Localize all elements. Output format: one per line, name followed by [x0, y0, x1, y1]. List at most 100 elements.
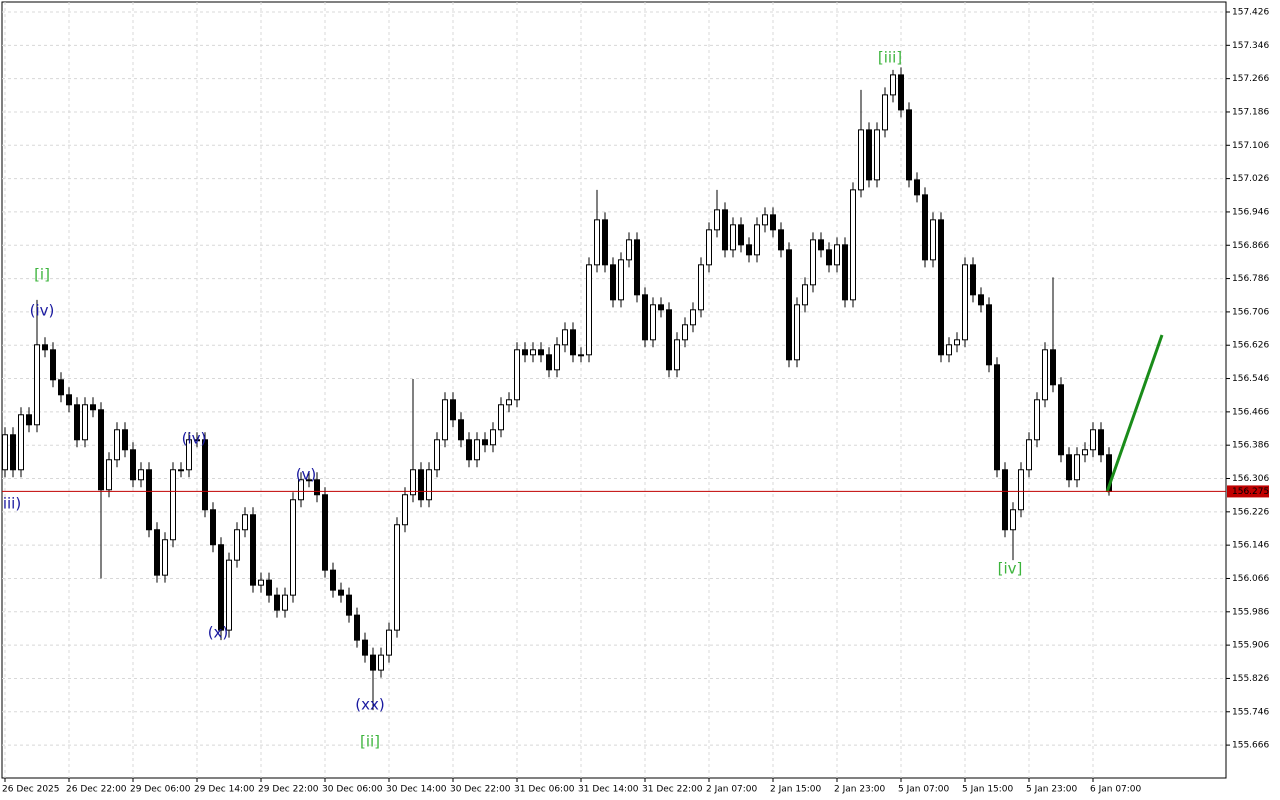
candle-body — [1034, 399, 1040, 441]
candles — [2, 67, 1112, 711]
candle-body — [466, 439, 472, 461]
y-tick-label: 155.666 — [1232, 741, 1269, 751]
x-tick-label: 31 Dec 14:00 — [578, 785, 639, 795]
candle-body — [834, 244, 840, 266]
candle-body — [2, 434, 8, 471]
y-tick-label: 156.866 — [1232, 241, 1269, 251]
y-tick-label: 156.706 — [1232, 307, 1269, 317]
candle-body — [186, 439, 192, 471]
candle-body — [754, 224, 760, 256]
candle-body — [906, 109, 912, 181]
candle-body — [50, 349, 56, 381]
candle-body — [618, 259, 624, 301]
candle-body — [1042, 349, 1048, 401]
candle-body — [898, 74, 904, 111]
axes: 155.666 155.746 155.826 155.906 155.986 156.0… — [2, 7, 1269, 795]
candle-body — [226, 559, 232, 631]
candle-body — [714, 209, 720, 231]
wave-label: [iv] — [998, 560, 1023, 578]
candle-body — [114, 429, 120, 461]
candle-body — [154, 529, 160, 576]
candle-body — [202, 439, 208, 511]
candle-body — [642, 294, 648, 341]
wave-label: (x) — [208, 624, 229, 642]
candle-body — [978, 294, 984, 306]
y-tick-label: 156.546 — [1232, 374, 1269, 384]
y-tick-label: 156.946 — [1232, 207, 1269, 217]
candle-body — [874, 129, 880, 181]
candle-body — [786, 249, 792, 361]
candle-body — [106, 459, 112, 491]
wave-label: [i] — [34, 266, 50, 284]
candle-body — [354, 614, 360, 641]
candle-body — [802, 284, 808, 306]
candle-body — [370, 654, 376, 671]
candle-body — [794, 304, 800, 361]
y-tick-label: 156.786 — [1232, 274, 1269, 284]
candle-body — [586, 264, 592, 356]
y-tick-label: 157.346 — [1232, 41, 1269, 51]
candle-body — [130, 449, 136, 481]
candle-body — [10, 434, 16, 471]
candle-body — [746, 244, 752, 256]
candle-body — [1050, 349, 1056, 386]
candle-body — [938, 219, 944, 356]
candle-body — [434, 439, 440, 471]
candle-body — [146, 469, 152, 531]
candle-body — [346, 594, 352, 616]
candle-body — [242, 514, 248, 531]
candle-body — [946, 344, 952, 356]
y-tick-label: 157.186 — [1232, 107, 1269, 117]
y-tick-label: 157.266 — [1232, 74, 1269, 84]
candle-body — [450, 399, 456, 421]
candle-body — [554, 344, 560, 371]
y-tick-label: 157.106 — [1232, 141, 1269, 151]
candle-body — [930, 219, 936, 261]
candle-body — [610, 264, 616, 301]
candle-body — [322, 494, 328, 571]
candle-body — [1058, 384, 1064, 456]
y-tick-label: 157.026 — [1232, 174, 1269, 184]
candle-body — [1090, 429, 1096, 451]
candle-body — [330, 569, 336, 591]
candle-body — [266, 579, 272, 596]
candle-body — [298, 479, 304, 501]
candle-body — [578, 354, 584, 357]
x-tick-label: 26 Dec 22:00 — [66, 785, 127, 795]
candle-body — [1018, 469, 1024, 511]
current-price-box — [1227, 485, 1269, 498]
candle-body — [570, 329, 576, 356]
y-tick-label: 156.226 — [1232, 507, 1269, 517]
candle-body — [1026, 439, 1032, 471]
candle-body — [210, 509, 216, 546]
candle-body — [594, 219, 600, 266]
candle-body — [866, 129, 872, 181]
candle-body — [674, 339, 680, 371]
candle-body — [850, 189, 856, 301]
candle-body — [770, 214, 776, 231]
wave-label: (iv) — [30, 302, 55, 320]
candle-body — [218, 544, 224, 631]
candle-body — [338, 589, 344, 596]
candle-body — [314, 479, 320, 496]
candle-body — [690, 309, 696, 326]
candle-body — [306, 479, 312, 482]
wave-label: iii) — [3, 495, 21, 513]
wave-label: [ii] — [360, 733, 380, 751]
candle-body — [778, 229, 784, 251]
candle-body — [1082, 449, 1088, 456]
candle-body — [538, 349, 544, 356]
candle-body — [882, 94, 888, 131]
candle-body — [378, 654, 384, 671]
plot-frame — [1, 1, 1227, 779]
candle-body — [1002, 469, 1008, 531]
candle-body — [1098, 429, 1104, 456]
current-price-label: 156.275 — [1232, 487, 1269, 497]
candle-body — [394, 524, 400, 631]
wave-label: (iv) — [182, 430, 207, 448]
y-tick-label: 156.146 — [1232, 541, 1269, 551]
candle-body — [58, 379, 64, 396]
candle-body — [98, 409, 104, 491]
candle-body — [858, 129, 864, 191]
